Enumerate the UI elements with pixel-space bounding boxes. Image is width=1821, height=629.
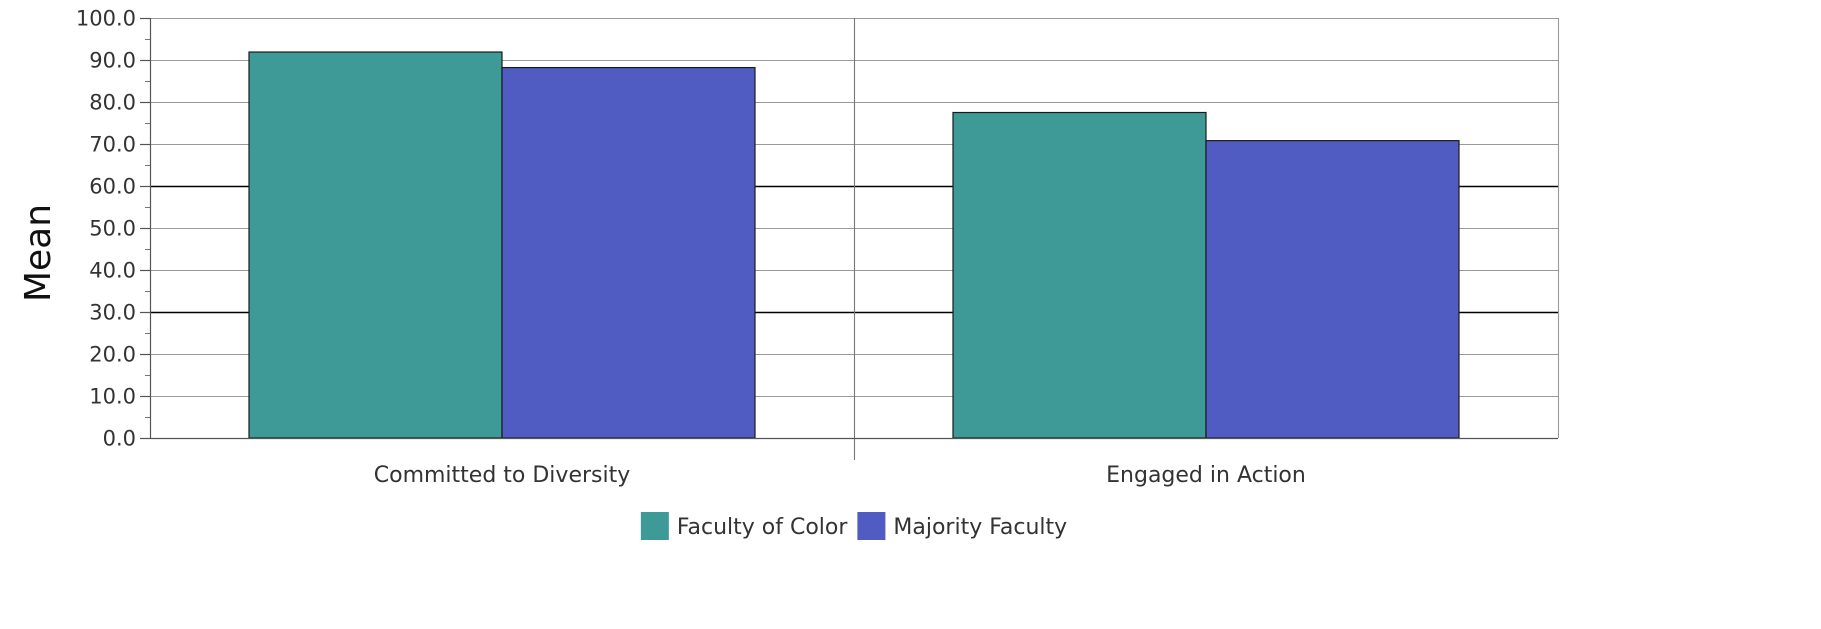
y-tick-label: 40.0 [89, 259, 136, 283]
x-axis-category-labels: Committed to Diversity Engaged in Action [374, 463, 1306, 488]
y-tick-label: 80.0 [89, 91, 136, 115]
legend-label: Majority Faculty [893, 515, 1067, 540]
bar [952, 111, 1207, 439]
y-tick-label: 10.0 [89, 385, 136, 409]
y-tick-label: 0.0 [103, 427, 136, 451]
legend-swatch [857, 512, 886, 540]
x-category-label: Engaged in Action [1106, 463, 1306, 488]
legend: Faculty of Color Majority Faculty [640, 512, 1067, 540]
y-tick-label: 70.0 [89, 133, 136, 157]
bars [248, 51, 1460, 439]
y-tick-label: 90.0 [89, 49, 136, 73]
y-tick-label: 30.0 [89, 301, 136, 325]
y-tick-label: 20.0 [89, 343, 136, 367]
y-tick-label: 60.0 [89, 175, 136, 199]
bar [1205, 140, 1460, 439]
legend-swatch [640, 512, 669, 540]
y-axis-tick-labels: 0.0 10.0 20.0 30.0 40.0 50.0 60.0 70.0 80.0 90.0 1… [76, 7, 136, 451]
axes [140, 17, 1558, 440]
bar [248, 51, 503, 439]
legend-label: Faculty of Color [677, 515, 848, 540]
x-category-label: Committed to Diversity [374, 463, 631, 488]
y-tick-label: 100.0 [76, 7, 136, 31]
y-tick-label: 50.0 [89, 217, 136, 241]
bar [501, 66, 756, 439]
legend-item: Majority Faculty [857, 512, 1067, 540]
y-axis-title: Mean [18, 204, 59, 302]
legend-item: Faculty of Color [640, 512, 848, 540]
